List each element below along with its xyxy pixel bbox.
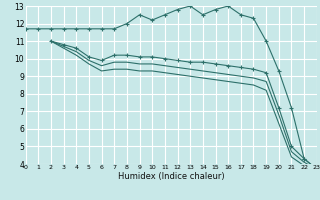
X-axis label: Humidex (Indice chaleur): Humidex (Indice chaleur) bbox=[118, 172, 225, 181]
